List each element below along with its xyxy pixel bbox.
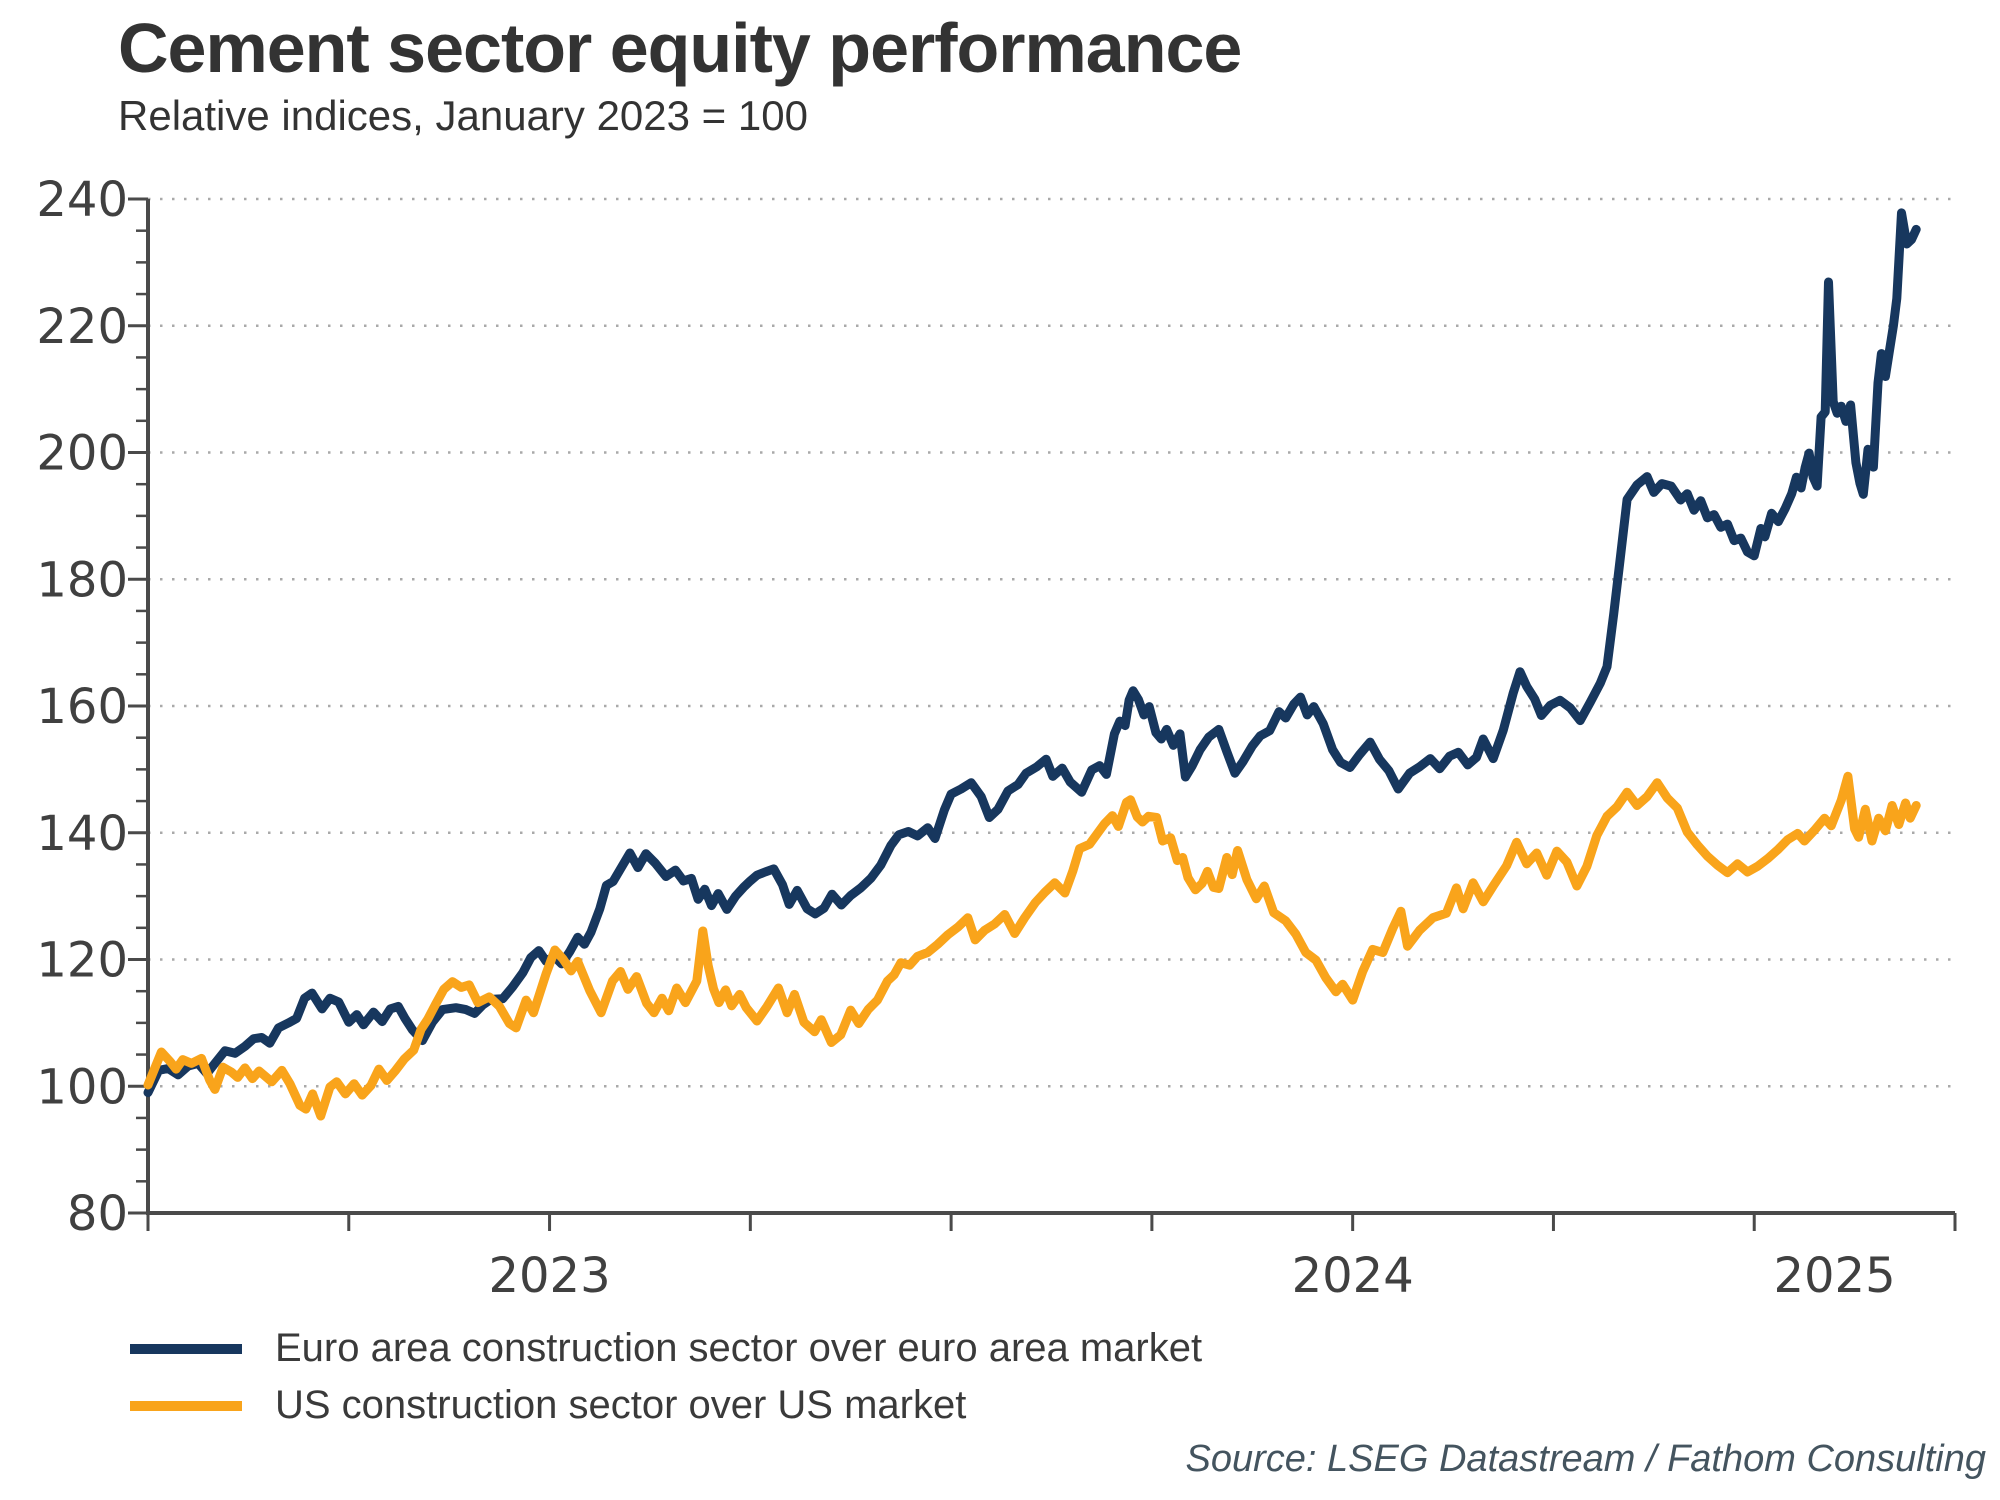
data-series	[143, 208, 1921, 1121]
y-tick-label: 180	[36, 552, 128, 608]
legend-label: Euro area construction sector over euro …	[275, 1326, 1203, 1370]
y-tick-label: 240	[36, 172, 128, 228]
legend-item-us: US construction sector over US market	[130, 1377, 1202, 1434]
legend-line-swatch-orange	[130, 1400, 242, 1411]
y-tick-label: 80	[67, 1186, 128, 1242]
legend-label: US construction sector over US market	[275, 1383, 967, 1427]
series-line-us	[143, 771, 1921, 1121]
chart-legend: Euro area construction sector over euro …	[130, 1320, 1202, 1434]
legend-line-swatch-navy	[130, 1343, 242, 1354]
x-year-label: 2025	[1773, 1248, 1895, 1304]
y-tick-label: 160	[36, 679, 128, 735]
legend-item-euro-area: Euro area construction sector over euro …	[130, 1320, 1202, 1377]
gridlines	[148, 197, 1955, 1088]
y-tick-label: 120	[36, 933, 128, 989]
y-tick-label: 140	[36, 806, 128, 862]
chart-subtitle: Relative indices, January 2023 = 100	[118, 92, 808, 139]
x-year-label: 2023	[488, 1248, 610, 1304]
source-attribution: Source: LSEG Datastream / Fathom Consult…	[1185, 1438, 1986, 1480]
y-tick-label: 100	[36, 1059, 128, 1115]
y-tick-label: 200	[36, 426, 128, 482]
page-title: Cement sector equity performance	[118, 9, 1242, 87]
x-year-label: 2024	[1292, 1248, 1414, 1304]
axis-labels: 240 220 200 180 160 140 120 100 80 2023 2024 2025	[36, 172, 1895, 1304]
axis-ticks	[128, 197, 1957, 1231]
y-tick-label: 220	[36, 299, 128, 355]
